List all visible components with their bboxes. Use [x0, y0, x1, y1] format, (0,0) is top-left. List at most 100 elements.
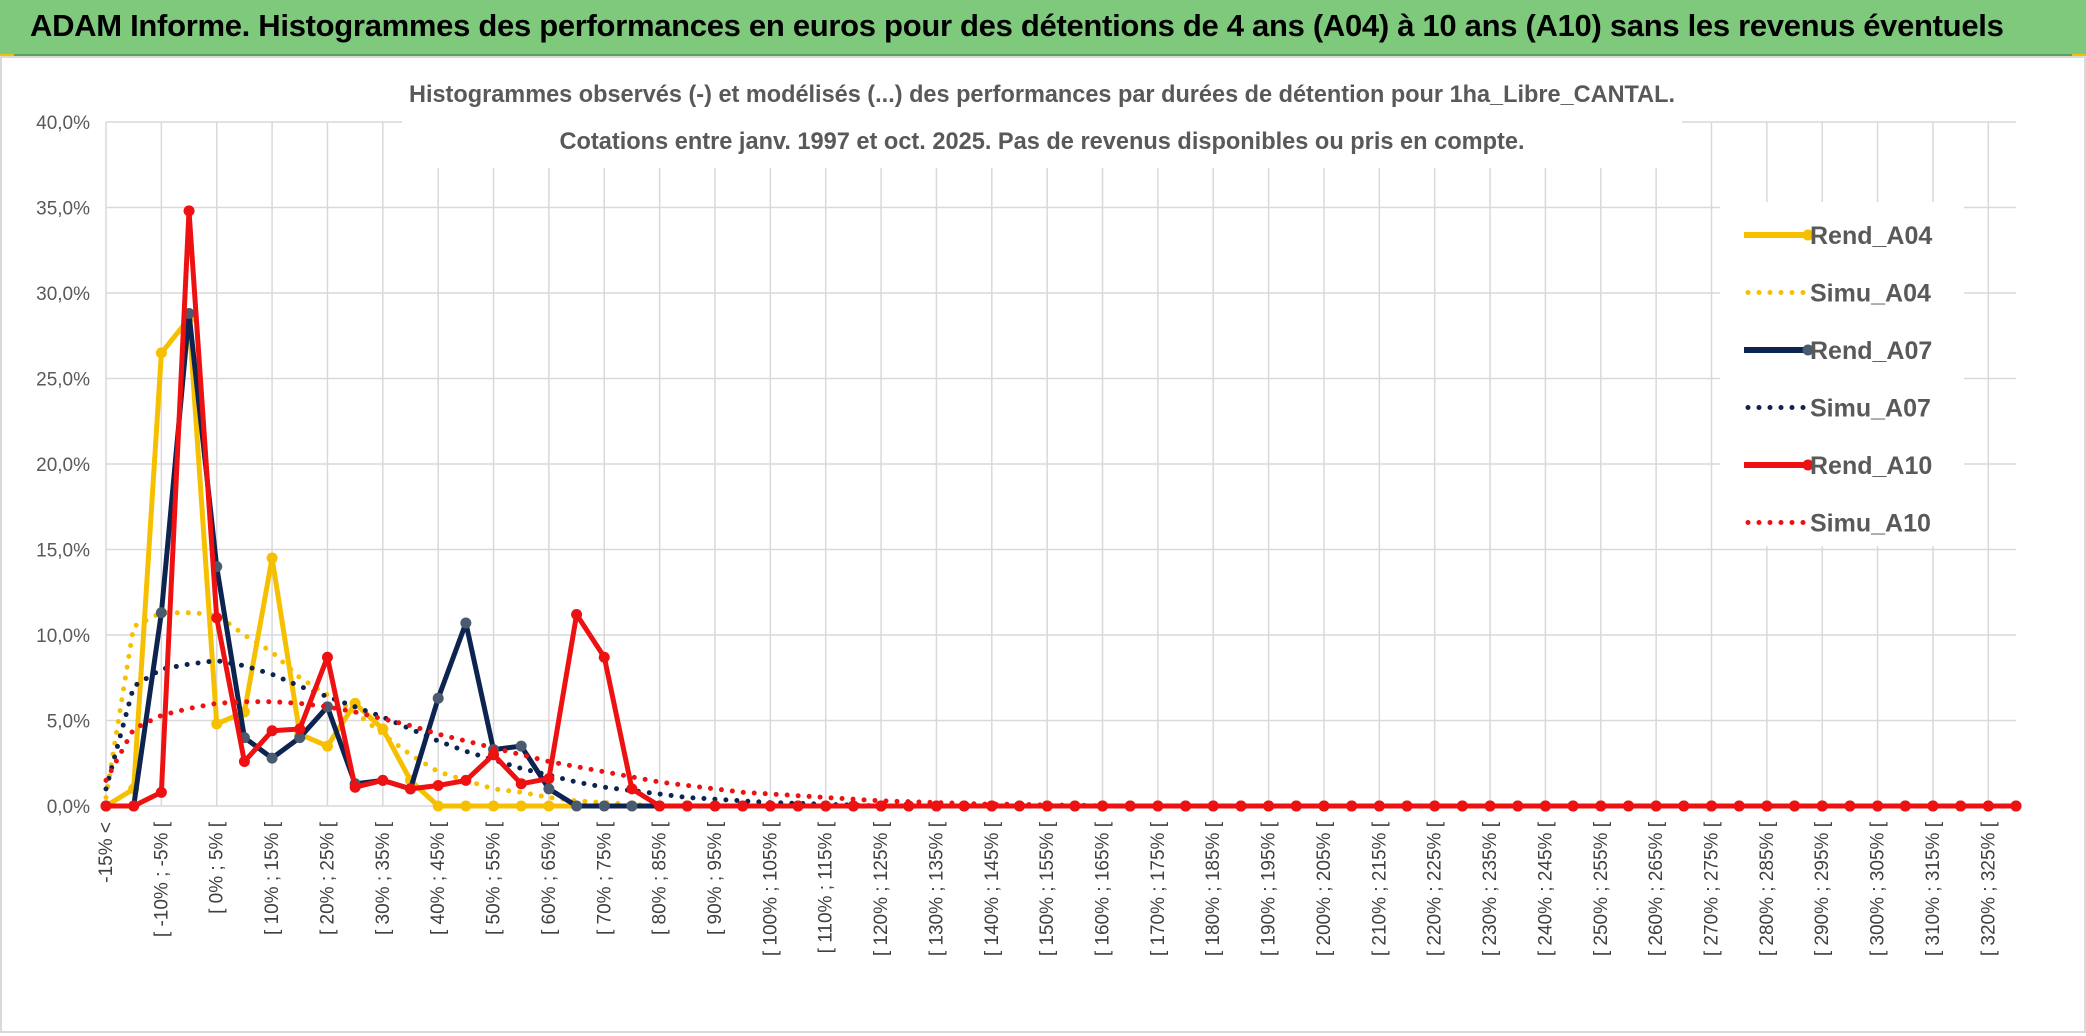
point-rend-a07	[321, 701, 333, 713]
x-tick-label: [ 240% ; 245% [	[1535, 821, 1556, 956]
point-rend-a10	[737, 800, 749, 812]
x-tick-label: [ 20% ; 25% [	[317, 821, 338, 935]
x-tick-label: [ 50% ; 55% [	[484, 821, 505, 935]
point-rend-a10	[764, 800, 776, 812]
x-tick-label: [ 150% ; 155% [	[1037, 821, 1058, 956]
point-rend-a04	[515, 800, 527, 812]
point-rend-a10	[1512, 800, 1524, 812]
point-rend-a10	[1180, 800, 1192, 812]
y-tick-label: 10,0%	[36, 626, 90, 647]
point-rend-a10	[266, 725, 278, 737]
x-tick-label: [ 190% ; 195% [	[1259, 821, 1280, 956]
x-axis: -15% < [ -10% ; -5% [ [ 0% ; 5% [ [ 10% ; 1…	[96, 821, 1999, 956]
x-tick-label: [ 260% ; 265% [	[1646, 821, 1667, 956]
x-tick-label: -15% <	[96, 822, 117, 883]
point-rend-a10	[349, 781, 361, 793]
point-rend-a10	[654, 800, 666, 812]
point-rend-a10	[709, 800, 721, 812]
point-rend-a04	[488, 800, 500, 812]
x-tick-label: [ 320% ; 325% [	[1978, 821, 1999, 956]
x-tick-label: [ 300% ; 305% [	[1868, 821, 1889, 956]
point-rend-a10	[377, 774, 389, 786]
point-rend-a04	[321, 740, 333, 752]
legend-marker-rend-a10	[1802, 459, 1814, 471]
x-tick-label: [ 180% ; 185% [	[1203, 821, 1224, 956]
point-rend-a10	[820, 800, 832, 812]
point-rend-a10	[294, 723, 306, 735]
x-tick-label: [ 280% ; 285% [	[1757, 821, 1778, 956]
x-tick-label: [ 230% ; 235% [	[1480, 821, 1501, 956]
point-rend-a10	[1567, 800, 1579, 812]
chart-title-line2: Cotations entre janv. 1997 et oct. 2025.…	[560, 128, 1525, 155]
point-rend-a10	[1844, 800, 1856, 812]
report-title: ADAM Informe. Histogrammes des performan…	[30, 8, 2004, 43]
legend-marker-rend-a04	[1802, 229, 1814, 241]
chart-title-bg	[402, 62, 1682, 168]
x-tick-label: [ 210% ; 215% [	[1369, 821, 1390, 956]
x-tick-label: [ 100% ; 105% [	[760, 821, 781, 956]
point-rend-a10	[1622, 800, 1634, 812]
x-tick-label: [ 160% ; 165% [	[1093, 821, 1114, 956]
legend-box	[1720, 202, 1964, 546]
point-rend-a10	[903, 800, 915, 812]
point-rend-a07	[515, 740, 527, 752]
point-rend-a10	[792, 800, 804, 812]
x-tick-label: [ 290% ; 295% [	[1812, 821, 1833, 956]
x-tick-label: [ 220% ; 225% [	[1425, 821, 1446, 956]
y-tick-label: 15,0%	[36, 541, 90, 562]
point-rend-a10	[626, 783, 638, 795]
series-simu-a07	[103, 658, 2019, 809]
point-rend-a10	[2010, 800, 2022, 812]
series-simu-a10	[103, 699, 2019, 809]
point-rend-a10	[211, 612, 223, 624]
point-rend-a10	[1456, 800, 1468, 812]
line-chart: 0,0% 5,0% 10,0% 15,0% 20,0% 25,0% 30,0% 35,0% 40…	[36, 62, 2022, 956]
chart-title-line1: Histogrammes observés (-) et modélisés (…	[409, 81, 1675, 108]
point-rend-a10	[100, 800, 112, 812]
point-rend-a10	[1290, 800, 1302, 812]
legend-label-rend-a04: Rend_A04	[1810, 222, 1932, 250]
x-tick-label: [ 0% ; 5% [	[207, 821, 228, 914]
point-rend-a07	[598, 800, 610, 812]
point-rend-a04	[211, 718, 223, 730]
x-tick-label: [ 30% ; 35% [	[373, 821, 394, 935]
x-tick-label: [ 250% ; 255% [	[1591, 821, 1612, 956]
legend: Rend_A04 Simu_A04 Rend_A07 Simu_A07 Rend_A10…	[1720, 202, 1964, 546]
x-tick-label: [ 200% ; 205% [	[1314, 821, 1335, 956]
legend-label-rend-a07: Rend_A07	[1810, 337, 1932, 365]
point-rend-a10	[875, 800, 887, 812]
legend-label-simu-a10: Simu_A10	[1810, 510, 1931, 538]
x-tick-label: [ 140% ; 145% [	[982, 821, 1003, 956]
x-tick-label: [ 10% ; 15% [	[262, 821, 283, 935]
point-rend-a10	[571, 608, 583, 620]
series-lines	[100, 205, 2022, 812]
y-tick-label: 20,0%	[36, 455, 90, 476]
x-tick-label: [ 70% ; 75% [	[594, 821, 615, 935]
legend-label-rend-a10: Rend_A10	[1810, 452, 1932, 480]
point-rend-a04	[543, 800, 555, 812]
point-rend-a10	[1097, 800, 1109, 812]
point-rend-a10	[432, 779, 444, 791]
x-tick-label: [ 170% ; 175% [	[1148, 821, 1169, 956]
point-rend-a07	[432, 692, 444, 704]
point-rend-a10	[598, 651, 610, 663]
point-rend-a10	[543, 773, 555, 785]
point-rend-a10	[155, 786, 167, 798]
y-tick-label: 30,0%	[36, 284, 90, 305]
x-tick-label: [ -10% ; -5% [	[151, 821, 172, 937]
point-rend-a10	[404, 783, 416, 795]
x-tick-label: [ 90% ; 95% [	[705, 821, 726, 935]
series-simu-a04	[103, 610, 2019, 809]
point-rend-a07	[155, 607, 167, 619]
point-rend-a10	[238, 756, 250, 768]
point-rend-a10	[1235, 800, 1247, 812]
point-rend-a10	[1789, 800, 1801, 812]
y-tick-label: 40,0%	[36, 113, 90, 134]
chart-area: 0,0% 5,0% 10,0% 15,0% 20,0% 25,0% 30,0% 35,0% 40…	[0, 56, 2086, 1033]
y-tick-label: 5,0%	[47, 712, 90, 733]
point-rend-a10	[1899, 800, 1911, 812]
point-rend-a07	[571, 800, 583, 812]
point-rend-a04	[266, 552, 278, 564]
y-tick-label: 25,0%	[36, 370, 90, 391]
x-tick-label: [ 310% ; 315% [	[1923, 821, 1944, 956]
